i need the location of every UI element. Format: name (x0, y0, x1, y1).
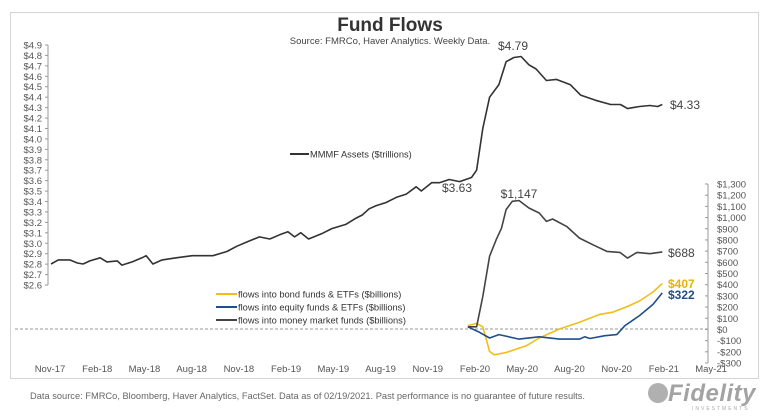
label-mmmf-pre: $3.63 (442, 181, 472, 195)
series-money-market-flows (467, 199, 663, 328)
fidelity-logo-subtext: INVESTMENTS (692, 406, 750, 412)
left-axis-tick-label: $3.5 (24, 187, 43, 198)
series-equity-flows (467, 292, 663, 340)
right-axis-tick-label: $500 (717, 269, 738, 280)
left-axis-tick-label: $4.0 (24, 134, 43, 145)
footer-note: Data source: FMRCo, Bloomberg, Haver Ana… (30, 391, 585, 401)
x-axis-tick-label: Nov-20 (601, 364, 632, 375)
right-axis-tick-label: $800 (717, 235, 738, 246)
legend-label-bond: flows into bond funds & ETFs ($billions) (238, 290, 401, 300)
label-mm-last: $688 (668, 246, 695, 260)
legend-label-equity: flows into equity funds & ETFs ($billion… (238, 303, 405, 313)
left-axis-tick-label: $2.6 (24, 281, 43, 292)
x-axis-tick-label: Feb-18 (82, 364, 112, 375)
series-lines (50, 55, 663, 356)
left-axis-tick-label: $2.8 (24, 260, 43, 271)
left-axis-tick-label: $4.1 (24, 124, 43, 135)
chart-subtitle: Source: FMRCo, Haver Analytics. Weekly D… (290, 36, 490, 47)
x-axis-tick-label: Nov-17 (35, 364, 66, 375)
right-axis-tick-label: $300 (717, 291, 738, 302)
left-axis-tick-label: $2.7 (24, 270, 43, 281)
label-mmmf-last: $4.33 (670, 98, 700, 112)
right-axis-tick-label: -$200 (717, 347, 741, 358)
legend-label-money-market: flows into money market funds ($billions… (238, 316, 406, 326)
x-axis-tick-label: May-21 (695, 364, 727, 375)
left-axis-tick-label: $3.3 (24, 207, 43, 218)
fidelity-logo-mark-icon (648, 383, 668, 403)
right-axis-tick-label: $700 (717, 247, 738, 258)
right-axis-tick-label: -$300 (717, 359, 741, 370)
legend-flows: flows into bond funds & ETFs ($billions)… (216, 290, 406, 326)
left-axis-tick-label: $3.2 (24, 218, 43, 229)
fidelity-logo-wordmark: Fidelity (668, 380, 757, 407)
x-axis-tick-label: Feb-21 (649, 364, 679, 375)
series-bond-flows (467, 282, 663, 356)
left-axis-tick-label: $3.9 (24, 145, 43, 156)
legend-label-mmmf: MMMF Assets ($trillions) (310, 150, 412, 160)
left-axis-tick-label: $3.8 (24, 155, 43, 166)
x-axis-tick-label: Aug-20 (554, 364, 585, 375)
left-axis-tick-label: $4.2 (24, 114, 43, 125)
left-axis-tick-label: $4.8 (24, 51, 43, 62)
series-mmmf-assets (50, 55, 663, 266)
x-axis-tick-label: Nov-18 (224, 364, 255, 375)
left-axis-tick-label: $4.4 (24, 93, 43, 104)
left-axis-tick-label: $2.9 (24, 249, 43, 260)
chart-frame (10, 12, 759, 379)
right-axis-tick-label: $0 (717, 325, 728, 336)
x-axis-tick-label: Aug-19 (365, 364, 396, 375)
right-axis-tick-label: $900 (717, 224, 738, 235)
left-axis-tick-label: $3.1 (24, 228, 43, 239)
right-axis-tick-label: -$100 (717, 336, 741, 347)
label-mmmf-peak: $4.79 (498, 39, 528, 53)
left-axis-tick-label: $3.4 (24, 197, 43, 208)
x-axis-tick-label: Feb-20 (460, 364, 490, 375)
x-axis-tick-label: May-19 (317, 364, 349, 375)
left-axis-tick-label: $4.7 (24, 61, 43, 72)
chart-title: Fund Flows (337, 15, 443, 36)
label-bond-last: $407 (668, 277, 695, 291)
x-axis-tick-label: May-18 (129, 364, 161, 375)
right-axis-tick-label: $1,300 (717, 180, 746, 191)
right-axis-tick-label: $1,100 (717, 202, 746, 213)
left-axis-tick-label: $4.5 (24, 82, 43, 93)
x-axis-tick-label: Aug-18 (176, 364, 207, 375)
x-axis-tick-label: Feb-19 (271, 364, 301, 375)
axes: $4.9$4.8$4.7$4.6$4.5$4.4$4.3$4.2$4.1$4.0… (15, 41, 746, 375)
legend-mmmf: MMMF Assets ($trillions) (290, 150, 412, 160)
right-axis-tick-label: $1,000 (717, 213, 746, 224)
x-axis-tick-label: May-20 (506, 364, 538, 375)
left-axis-tick-label: $4.3 (24, 103, 43, 114)
right-axis-tick-label: $1,200 (717, 191, 746, 202)
fidelity-logo: Fidelity INVESTMENTS (648, 380, 760, 412)
left-axis-tick-label: $3.0 (24, 239, 43, 250)
label-mm-peak: $1,147 (501, 187, 538, 201)
x-axis-tick-label: Nov-19 (412, 364, 443, 375)
left-axis-tick-label: $4.6 (24, 72, 43, 83)
label-equity-last: $322 (668, 288, 695, 302)
right-axis-tick-label: $200 (717, 303, 738, 314)
right-axis-tick-label: $600 (717, 258, 738, 269)
right-axis-tick-label: $100 (717, 314, 738, 325)
left-axis-tick-label: $4.9 (24, 41, 43, 52)
right-axis-tick-label: $400 (717, 280, 738, 291)
left-axis-tick-label: $3.7 (24, 166, 43, 177)
left-axis-tick-label: $3.6 (24, 176, 43, 187)
